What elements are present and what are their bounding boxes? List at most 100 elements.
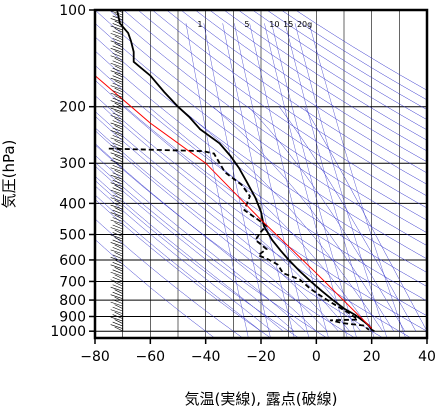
mixing-ratio-line-2 [222, 23, 295, 338]
dry-adiabat-40 [95, 95, 427, 332]
wind-barbs [110, 10, 124, 332]
x-tick-label-0: −80 [80, 349, 110, 365]
wind-barb-55 [112, 142, 123, 148]
wind-barb-31 [112, 82, 123, 88]
moist-adiabat-28 [212, 106, 395, 332]
wind-barb-106 [112, 269, 123, 275]
wind-barb-115 [112, 291, 123, 297]
mixing-ratio-label-1: 5 [244, 20, 249, 29]
wind-barb-97 [112, 247, 123, 252]
wind-barb-3 [114, 13, 123, 18]
wind-barb-35 [110, 92, 123, 98]
wind-barb-82 [112, 209, 123, 215]
wind-barb-103 [112, 262, 123, 267]
wind-barb-20 [110, 55, 123, 61]
wind-barb-29 [110, 77, 123, 83]
moist-adiabat-40 [304, 106, 427, 332]
wind-barb-34 [112, 90, 123, 95]
moist-adiabat-36 [278, 106, 417, 332]
wind-barb-2 [110, 10, 123, 16]
wind-barb-56 [110, 145, 123, 150]
mixing-ratio-line-30 [309, 23, 406, 338]
dry-adiabat-160 [180, 10, 427, 174]
wind-barb-40 [112, 105, 123, 110]
wind-barb-66 [114, 169, 123, 175]
wind-barb-61 [112, 157, 123, 163]
dry-adiabat-170 [195, 10, 427, 163]
wind-barb-37 [112, 97, 123, 103]
wind-barb-70 [112, 179, 123, 185]
dry-adiabat--20 [95, 198, 271, 338]
mixing-ratio-line-1 [203, 23, 271, 338]
wind-barb-113 [110, 286, 123, 292]
dry-adiabat-10 [95, 144, 356, 338]
dry-adiabat-70 [95, 50, 427, 287]
wind-barb-121 [112, 306, 123, 312]
wind-barb-85 [112, 217, 123, 222]
wind-barb-43 [112, 112, 123, 118]
wind-barb-44 [110, 115, 123, 120]
wind-barb-52 [112, 135, 123, 140]
y-tick-label-0: 100 [59, 3, 86, 19]
x-tick-label-5: 20 [363, 349, 381, 365]
y-tick-label-9: 1000 [50, 324, 86, 340]
wind-barb-30 [114, 80, 123, 85]
dry-adiabat-150 [166, 10, 427, 185]
dry-adiabat-180 [209, 10, 427, 152]
wind-barb-118 [112, 299, 123, 304]
mixing-ratio-labels: 1 5 10 15 20g [197, 20, 312, 29]
wind-barb-94 [112, 239, 123, 245]
wind-barb-93 [114, 237, 123, 242]
wind-barb-86 [110, 219, 123, 225]
mixing-ratio-label-2: 10 [269, 20, 279, 29]
wind-barb-109 [112, 276, 123, 282]
wind-barb-125 [110, 316, 123, 322]
wind-barb-92 [110, 234, 123, 240]
wind-barb-59 [110, 152, 123, 158]
temperature-line-0 [116, 10, 375, 332]
y-tick-label-4: 500 [59, 228, 86, 244]
wind-barb-110 [110, 279, 123, 285]
dewpoint-line-1 [108, 147, 370, 331]
wind-barb-24 [114, 65, 123, 70]
wind-barb-47 [110, 122, 123, 128]
mixing-ratio-line-3 [234, 23, 310, 338]
moist-adiabat-12 [102, 106, 350, 332]
wind-barb-88 [112, 224, 123, 230]
wind-barb-95 [110, 242, 123, 247]
wind-barb-10 [112, 30, 123, 36]
wind-barb-119 [110, 301, 123, 307]
wind-barb-15 [114, 43, 123, 48]
mixing-ratio-line-0.5 [185, 23, 249, 338]
wind-barb-22 [112, 60, 123, 66]
moist-adiabat--16 [95, 185, 273, 332]
dry-adiabat-90 [95, 22, 427, 260]
wind-barb-126 [114, 319, 123, 324]
wind-barb-84 [114, 214, 123, 220]
moist-adiabat-16 [123, 106, 361, 332]
dry-adiabat-140 [152, 10, 427, 197]
wind-barb-21 [114, 57, 123, 63]
dry-adiabat-20 [95, 127, 384, 338]
mixing-ratio-line-5 [249, 23, 329, 338]
wind-barb-42 [114, 110, 123, 115]
x-tick-label-4: 0 [312, 349, 321, 365]
wind-barb-53 [110, 137, 123, 143]
wind-barb-72 [114, 184, 123, 190]
wind-barb-48 [114, 125, 123, 130]
wind-barb-129 [114, 326, 123, 332]
wind-barb-107 [110, 271, 123, 277]
wind-barb-91 [112, 232, 123, 237]
x-tick-label-3: −20 [246, 349, 276, 365]
wind-barb-80 [110, 204, 123, 210]
wind-barb-108 [114, 274, 123, 280]
wind-barb-13 [112, 38, 123, 43]
wind-barb-100 [112, 254, 123, 260]
wind-barb-75 [114, 192, 123, 197]
moist-adiabat-24 [178, 106, 383, 332]
wind-barb-104 [110, 264, 123, 270]
wind-barb-67 [112, 172, 123, 178]
x-tick-label-2: −40 [191, 349, 221, 365]
wind-barb-23 [110, 62, 123, 68]
